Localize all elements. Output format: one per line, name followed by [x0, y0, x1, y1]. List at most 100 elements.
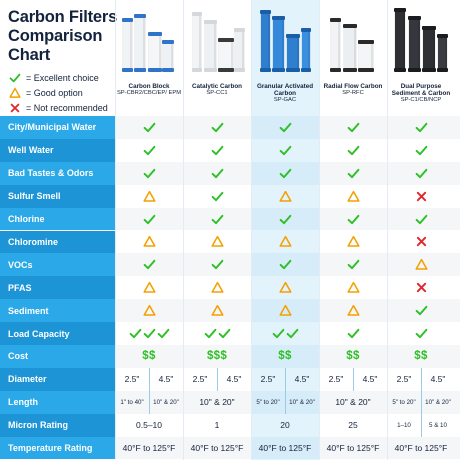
check-icon [143, 122, 155, 133]
row-label: VOCs [0, 253, 115, 277]
cell-value: 10" & 20" [289, 398, 315, 406]
cell-value: 4.5" [294, 374, 310, 385]
row-label: Sediment [0, 299, 115, 323]
table-cell [387, 162, 455, 185]
cell-value: 4.5" [362, 374, 378, 385]
filter-image [387, 0, 455, 80]
row-label: Chlorine [0, 207, 115, 231]
table-cell [183, 162, 251, 185]
product-header: Radial Flow Carbon SP-RFC [319, 0, 387, 116]
table-cell: 20 [251, 413, 319, 437]
cross-icon [416, 237, 426, 247]
cell-divider [285, 390, 286, 414]
table-row: Sediment [0, 299, 460, 323]
table-cell [183, 253, 251, 276]
check-icon [415, 122, 427, 133]
table-cell: 10" & 20" [319, 391, 387, 414]
product-name: Granular Activated Carbon [256, 83, 314, 97]
table-cell: 2.5" 4.5" [387, 367, 455, 391]
cell-value: 2.5" [260, 374, 276, 385]
cell-value: 4.5" [430, 374, 446, 385]
legend-item: = Not recommended [8, 100, 108, 115]
title-line-3: Chart [8, 46, 51, 64]
filter-image [115, 0, 183, 80]
warning-triangle-icon [278, 282, 292, 293]
cell-value: 5" to 20" [256, 398, 280, 406]
cost-rating: $$ [346, 350, 360, 363]
check-icon [347, 260, 359, 270]
row-label: Micron Rating [0, 413, 115, 437]
table-cell: 2.5" 4.5" [251, 367, 319, 391]
row-label: Load Capacity [0, 322, 115, 345]
check-icon [347, 145, 359, 155]
filter-cartridge [122, 18, 133, 72]
cell-value: 2.5" [192, 374, 208, 385]
filter-cap [301, 28, 311, 32]
filter-cartridge [162, 40, 174, 72]
check-icon [347, 122, 359, 133]
cell-divider [421, 413, 422, 437]
table-cell: 5" to 20" 10" & 20" [387, 390, 455, 414]
table-cell [183, 231, 251, 254]
filter-image [251, 0, 319, 80]
row-label: Cost [0, 345, 115, 368]
table-row: Bad Tastes & Odors [0, 161, 460, 185]
filter-image [183, 0, 251, 80]
legend-symbol [8, 72, 22, 84]
row-label: Temperature Rating [0, 436, 115, 460]
row-label: Well Water [0, 138, 115, 162]
table-cell [319, 139, 387, 162]
filter-cartridge [437, 34, 448, 72]
table-row: Chlorine [0, 207, 460, 231]
table-cell: 2.5" 4.5" [115, 367, 183, 391]
warning-triangle-icon [278, 190, 292, 202]
table-cell [319, 299, 387, 322]
filter-cartridge [408, 16, 421, 72]
legend-symbol [8, 87, 22, 99]
filter-cap [437, 34, 448, 38]
table-row: Cost $$ $$$ $$ $$ $$ [0, 345, 460, 368]
table-cell: 25 [319, 414, 387, 437]
cell-value: 40°F to 125°F [122, 443, 176, 454]
filter-cartridge [330, 18, 341, 72]
product-sku: SP-C1/CB/NCP [400, 97, 442, 103]
cell-value: 1–10 [397, 421, 411, 429]
filter-cap [134, 68, 146, 72]
table-cell [115, 116, 183, 139]
warning-triangle-icon [142, 304, 156, 316]
table-row: Chloromine [0, 230, 460, 254]
table-cell [387, 185, 455, 208]
check-icon [347, 214, 359, 224]
legend-symbol [8, 102, 22, 114]
table-cell [387, 299, 455, 322]
table-row: Length 1" to 40" 10" & 20" 10" & 20" 5" to 2… [0, 390, 460, 414]
filter-cartridge [272, 16, 285, 72]
product-sku: SP-CC1 [206, 90, 228, 96]
row-label: Bad Tastes & Odors [0, 161, 115, 185]
warning-triangle-icon [142, 190, 156, 202]
chart-title: Carbon Filters Comparison Chart [8, 8, 117, 65]
table-cell [319, 322, 387, 345]
table-cell: 40°F to 125°F [183, 437, 251, 460]
table-cell [387, 208, 455, 231]
product-name: Dual Purpose Sediment & Carbon [391, 83, 451, 97]
legend: = Excellent choice = Good option = Not rec… [8, 70, 108, 115]
warning-triangle-icon [346, 190, 360, 202]
table-cell [251, 322, 319, 345]
title-line-2: Comparison [8, 27, 103, 45]
table-cell [319, 116, 387, 139]
filter-cap [234, 68, 245, 72]
filter-cartridge [218, 38, 234, 72]
filter-cap [272, 68, 285, 72]
cost-rating: $$ [278, 350, 292, 363]
cell-divider [217, 367, 218, 391]
filter-cartridge [148, 32, 162, 72]
table-cell: 2.5" 4.5" [319, 367, 387, 391]
filter-cap [330, 68, 341, 72]
table-cell [387, 231, 455, 254]
check-icon [211, 214, 223, 224]
warning-triangle-icon [278, 304, 292, 316]
filter-cap [394, 68, 406, 72]
warning-triangle-icon [210, 282, 224, 293]
table-row: Load Capacity [0, 322, 460, 345]
